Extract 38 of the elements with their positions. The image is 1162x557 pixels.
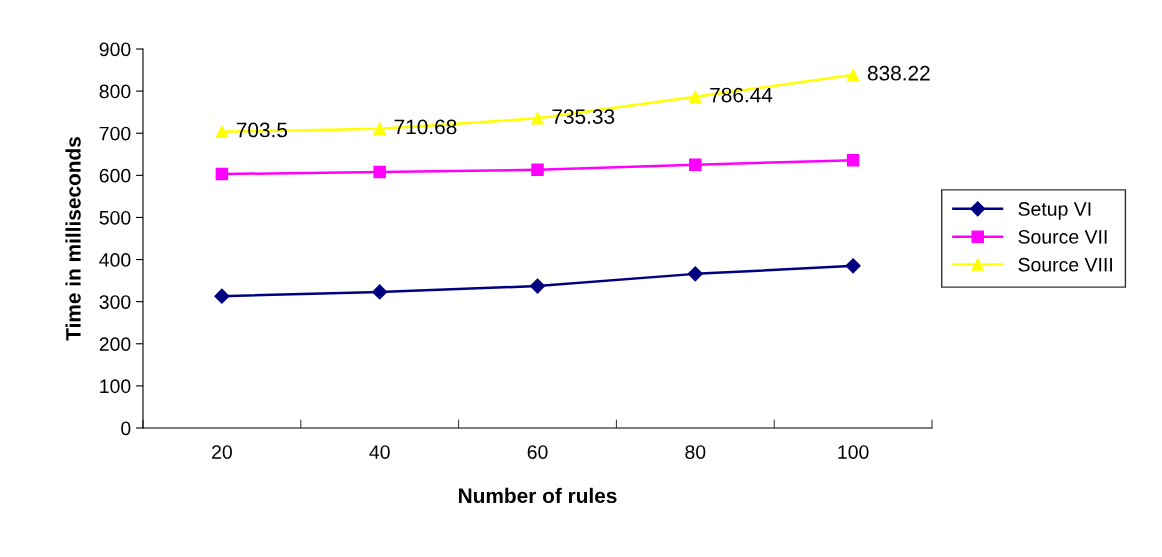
legend-label: Source VIII [1018,257,1112,272]
point [215,125,229,138]
y-tick-label: 600 [99,168,131,183]
point [846,153,860,167]
point [531,163,544,177]
point [214,288,230,304]
y-tick-label: 400 [99,253,131,267]
point [529,278,546,294]
x-tick-label: 40 [369,445,390,459]
x-tick-label: 20 [212,445,232,459]
legend-label: Setup VI [1018,202,1091,220]
y-tick-label: 700 [99,126,131,141]
y-tick-label: 100 [100,379,131,394]
y-tick-label: 500 [99,210,131,225]
point [531,112,544,125]
x-tick-label: 80 [685,445,706,459]
point [373,165,386,179]
data-label: 838.22 [867,65,930,81]
y-axis-title: Time in milliseconds [65,137,81,341]
y-tick-label: 300 [99,295,131,309]
y-tick-label: 200 [99,337,131,352]
point [372,284,388,300]
point [215,167,229,181]
data-label: 735.33 [552,109,615,124]
point [846,68,860,82]
y-tick-label: 0 [121,421,131,436]
y-tick-label: 800 [99,84,131,99]
point [687,266,703,282]
legend-label: Source VII [1018,229,1107,244]
x-tick-label: 100 [838,445,869,459]
point [373,122,386,135]
x-axis-title: Number of rules [459,487,617,504]
x-tick-label: 60 [527,445,548,459]
point [689,90,702,104]
point [845,258,861,274]
data-label: 786.44 [710,87,773,103]
point [689,158,702,172]
y-tick-label: 900 [99,42,131,57]
